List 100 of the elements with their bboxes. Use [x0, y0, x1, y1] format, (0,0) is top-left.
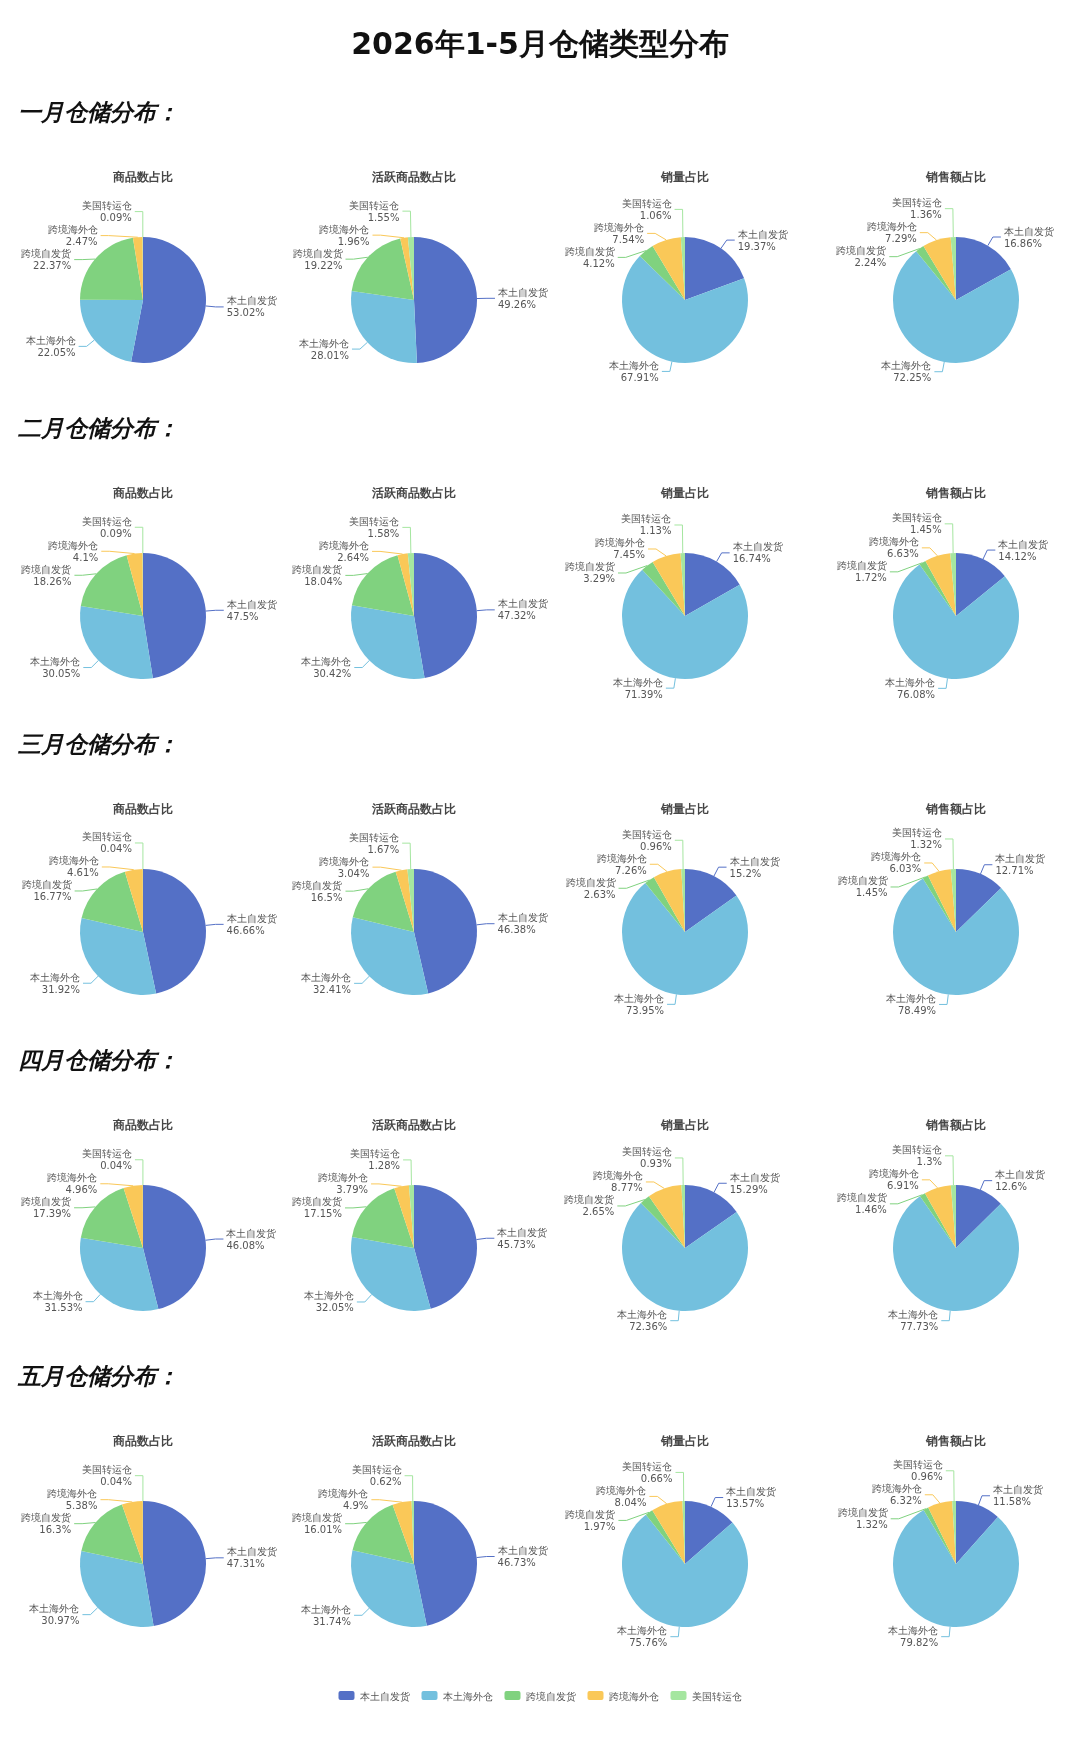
slice-label: 美国转运仓 — [349, 831, 400, 843]
chart-title: 商品数占比 — [112, 802, 173, 816]
data-label: 15.2% — [729, 867, 762, 879]
slice-label: 美国转运仓 — [81, 831, 132, 843]
slice-label: 跨境自发货 — [21, 248, 72, 260]
data-label: 30.97% — [41, 1615, 80, 1627]
legend-label: 本土海外仓 — [442, 1690, 493, 1702]
data-label: 0.96% — [911, 1471, 943, 1483]
slice-label: 美国转运仓 — [349, 199, 400, 211]
slice-label: 本土海外仓 — [885, 676, 936, 688]
data-label: 11.58% — [992, 1496, 1032, 1508]
data-label: 12.6% — [995, 1181, 1027, 1193]
slice-label: 跨境海外仓 — [868, 536, 919, 548]
data-label: 6.91% — [887, 1180, 919, 1192]
chart-title: 销售额占比 — [925, 802, 986, 816]
slice-label: 美国转运仓 — [892, 1459, 943, 1471]
data-label: 7.54% — [612, 233, 645, 245]
data-label: 5.38% — [65, 1500, 98, 1512]
slice-label: 跨境海外仓 — [595, 537, 646, 549]
data-label: 78.49% — [897, 1004, 937, 1016]
data-label: 1.67% — [367, 843, 400, 855]
slice-label: 本土海外仓 — [612, 676, 663, 688]
slice-label: 跨境自发货 — [837, 875, 888, 887]
slice-label: 本土海外仓 — [888, 1309, 939, 1321]
slice-label: 美国转运仓 — [892, 1144, 943, 1156]
slice-label: 跨境自发货 — [292, 879, 343, 891]
slice-label: 跨境海外仓 — [48, 855, 99, 867]
slice-label: 跨境自发货 — [564, 1194, 615, 1206]
data-label: 15.29% — [729, 1183, 768, 1195]
data-label: 0.66% — [640, 1472, 673, 1484]
data-label: 47.5% — [226, 610, 259, 622]
slice-label: 本土自发货 — [992, 1484, 1043, 1496]
data-label: 8.04% — [614, 1496, 647, 1508]
data-label: 1.45% — [909, 524, 942, 536]
data-label: 17.15% — [303, 1208, 342, 1220]
chart-title: 销售额占比 — [925, 1434, 986, 1448]
slice-label: 跨境海外仓 — [47, 1488, 98, 1500]
slice-label: 美国转运仓 — [81, 515, 132, 527]
slice-label: 美国转运仓 — [81, 1464, 132, 1476]
data-label: 31.92% — [41, 983, 80, 995]
chart-title: 商品数占比 — [112, 1434, 173, 1448]
slice-label: 本土自发货 — [1003, 225, 1054, 237]
slice-label: 跨境自发货 — [292, 247, 343, 259]
data-label: 6.63% — [887, 548, 919, 560]
data-label: 1.13% — [639, 525, 672, 537]
chart-title: 销量占比 — [660, 486, 709, 500]
slice-label: 跨境自发货 — [836, 245, 887, 257]
slice-label: 本土自发货 — [226, 1546, 277, 1558]
slice-label: 本土海外仓 — [608, 359, 659, 371]
slice-label: 本土自发货 — [732, 541, 783, 553]
data-label: 16.3% — [39, 1524, 72, 1536]
data-label: 32.41% — [312, 983, 352, 995]
data-label: 31.74% — [312, 1615, 352, 1627]
slice-label: 美国转运仓 — [891, 827, 942, 839]
slice-label: 本土自发货 — [226, 912, 277, 924]
data-label: 2.47% — [65, 236, 98, 248]
data-label: 72.36% — [629, 1321, 668, 1333]
data-label: 72.25% — [893, 372, 932, 384]
slice-label: 本土海外仓 — [29, 1603, 80, 1615]
chart-title: 活跃商品数占比 — [371, 1118, 456, 1132]
data-label: 30.42% — [313, 668, 352, 680]
data-label: 1.72% — [855, 572, 887, 584]
data-label: 46.38% — [497, 924, 536, 936]
slice-label: 本土自发货 — [995, 1169, 1046, 1181]
slice-label: 跨境自发货 — [292, 1512, 343, 1524]
slice-label: 跨境自发货 — [836, 1192, 887, 1204]
slice-label: 跨境自发货 — [291, 1196, 342, 1208]
data-label: 7.45% — [613, 549, 646, 561]
slice-label: 本土海外仓 — [298, 337, 349, 349]
text: 2026年1-5月仓储类型分布 — [351, 26, 729, 61]
data-label: 7.29% — [885, 233, 917, 245]
data-label: 1.06% — [639, 209, 672, 221]
data-label: 0.04% — [100, 1160, 132, 1172]
data-label: 0.04% — [100, 1476, 132, 1488]
slice-label: 跨境自发货 — [565, 1508, 616, 1520]
slice-label: 跨境海外仓 — [48, 539, 99, 551]
slice-label: 跨境海外仓 — [319, 855, 370, 867]
data-label: 4.96% — [65, 1184, 98, 1196]
data-label: 19.22% — [304, 259, 343, 271]
data-label: 53.02% — [226, 307, 265, 319]
data-label: 16.86% — [1003, 237, 1043, 249]
text: 二月仓储分布： — [17, 415, 179, 441]
data-label: 1.46% — [855, 1204, 887, 1216]
chart-title: 销售额占比 — [925, 170, 986, 184]
slice-label: 跨境海外仓 — [868, 1168, 919, 1180]
data-label: 16.5% — [310, 891, 343, 903]
data-label: 30.05% — [42, 668, 81, 680]
slice-label: 本土海外仓 — [886, 992, 937, 1004]
slice-label: 美国转运仓 — [351, 1464, 402, 1476]
data-label: 17.39% — [32, 1208, 72, 1220]
slice-label: 跨境海外仓 — [47, 224, 98, 236]
data-label: 2.65% — [582, 1206, 615, 1218]
slice-label: 美国转运仓 — [621, 828, 672, 840]
slice-label: 跨境海外仓 — [318, 1172, 369, 1184]
slice-label: 美国转运仓 — [350, 1148, 401, 1160]
data-label: 6.03% — [889, 863, 922, 875]
slice-label: 跨境自发货 — [837, 1507, 888, 1519]
slice-label: 本土自发货 — [226, 295, 277, 307]
slice-label: 本土自发货 — [226, 598, 277, 610]
chart-title: 销量占比 — [660, 1118, 709, 1132]
